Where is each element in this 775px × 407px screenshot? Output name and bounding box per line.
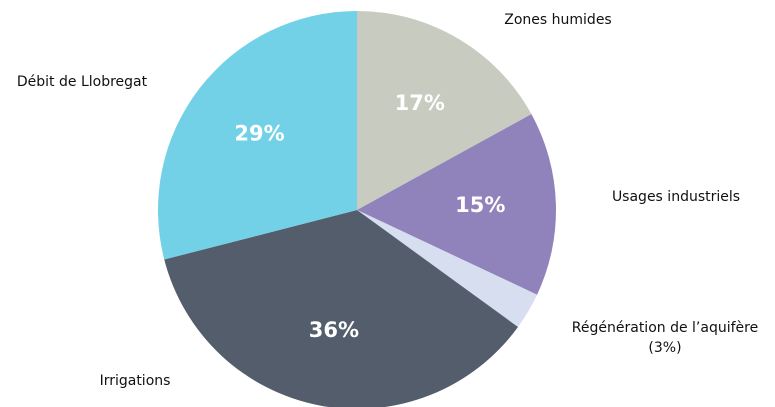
pie-slice [164, 210, 518, 407]
slice-label: 29% [234, 121, 284, 145]
category-label: Régénération de l’aquifère (3%) [571, 320, 759, 356]
slice-label: 36% [309, 318, 359, 342]
pie-slice [357, 11, 532, 210]
pie-slice [357, 114, 556, 295]
pie-slice [158, 11, 357, 260]
slice-label: 17% [395, 91, 445, 115]
category-label: Débit de Llobregat [16, 74, 148, 90]
category-label: Zones humides [504, 12, 612, 28]
slice-label: 15% [455, 193, 505, 217]
category-label: Usages industriels [611, 189, 741, 205]
category-label: Irrigations [99, 373, 171, 389]
pie-slice [357, 210, 538, 327]
